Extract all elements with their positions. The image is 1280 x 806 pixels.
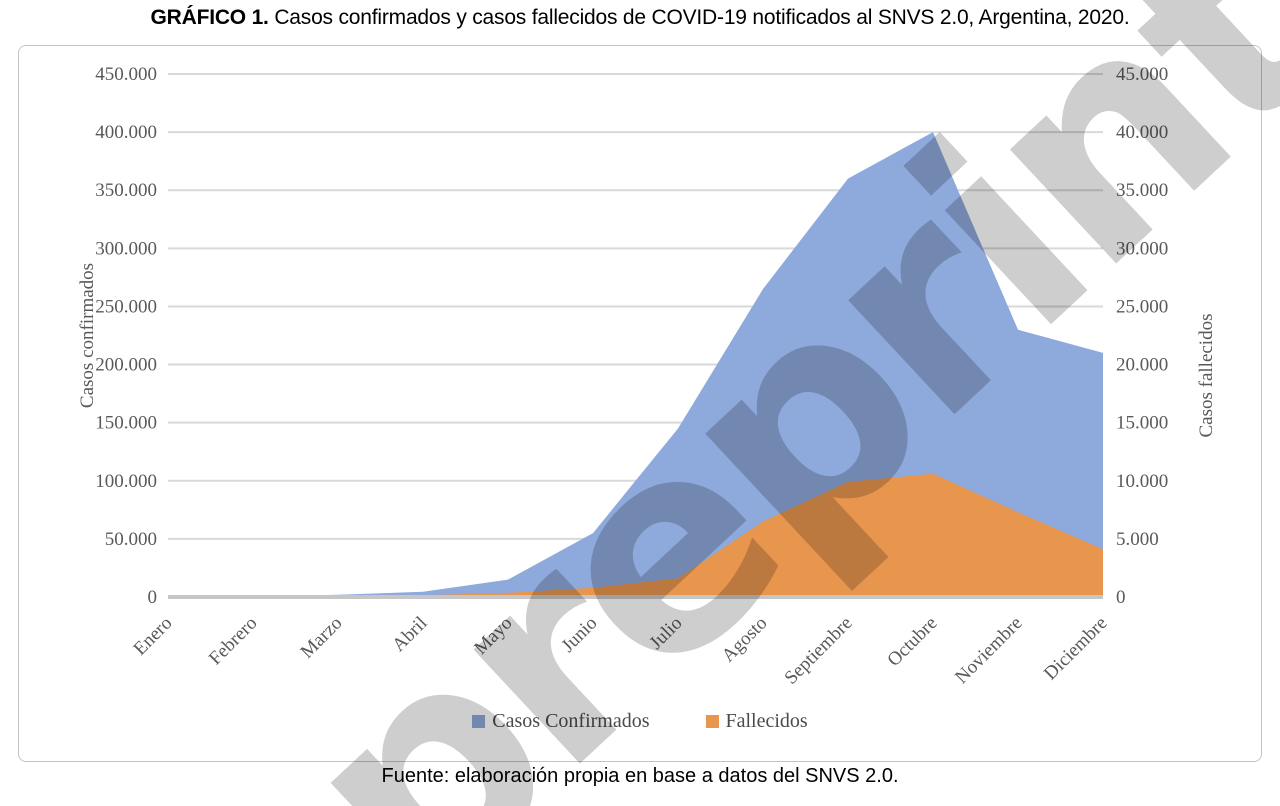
area-chart: 450.000 45.000 400.000 40.000 350.000 35.000 3… [77,64,1217,689]
chart-container: 450.000 45.000 400.000 40.000 350.000 35.000 3… [18,45,1262,762]
x-axis-month-label: Septiembre [780,613,856,689]
x-axis-month-label: Mayo [470,613,516,659]
left-axis-tick-label: 150.000 [95,413,157,434]
legend-label: Fallecidos [725,710,808,732]
x-axis-month-label: Abril [388,613,431,656]
x-axis-month-label: Enero [130,613,177,660]
left-axis-tick-label: 250.000 [95,296,157,317]
x-axis-month-label: Noviembre [951,613,1026,688]
right-axis-title: Casos fallecidos [1196,313,1217,437]
left-axis-tick-label: 50.000 [105,529,157,550]
chart-title: GRÁFICO 1. Casos confirmados y casos fal… [0,6,1280,30]
right-axis-tick-label: 35.000 [1116,180,1168,201]
left-axis-tick-label: 200.000 [95,355,157,376]
left-axis-tick-label: 450.000 [95,64,157,85]
right-axis-tick-label: 20.000 [1116,355,1168,376]
right-axis-tick-label: 10.000 [1116,471,1168,492]
x-axis-month-label: Marzo [297,613,347,663]
x-axis-month-label: Junio [558,613,602,657]
left-axis-tick-label: 100.000 [95,471,157,492]
series-area-fallecidos [168,473,1103,597]
left-axis-tick-label: 350.000 [95,180,157,201]
right-axis-tick-label: 40.000 [1116,122,1168,143]
legend-swatch [705,715,719,728]
x-axis-month-label: Febrero [205,613,262,670]
chart-title-label: GRÁFICO 1. [150,6,269,29]
legend-label: Casos Confirmados [492,710,650,732]
right-axis-tick-label: 30.000 [1116,238,1168,259]
legend-item-fallecidos: Fallecidos [705,710,808,733]
legend-item-casos-confirmados: Casos Confirmados [472,710,650,733]
x-axis-month-label: Diciembre [1040,613,1112,685]
left-axis-title: Casos confirmados [77,263,98,408]
left-axis-tick-label: 400.000 [95,122,157,143]
x-axis-month-label: Julio [646,613,687,654]
right-axis-tick-label: 45.000 [1116,64,1168,85]
source-note: Fuente: elaboración propia en base a dat… [381,765,899,787]
chart-legend: Casos Confirmados Fallecidos [19,710,1261,733]
x-axis-month-label: Octubre [883,613,941,671]
left-axis-tick-label: 0 [148,587,158,608]
right-axis-tick-label: 0 [1116,587,1126,608]
left-axis-tick-label: 300.000 [95,238,157,259]
right-axis-tick-label: 5.000 [1116,529,1159,550]
right-axis-tick-label: 15.000 [1116,413,1168,434]
right-axis-tick-label: 25.000 [1116,296,1168,317]
chart-title-text: Casos confirmados y casos fallecidos de … [268,6,1130,29]
legend-swatch [472,715,486,728]
x-axis-month-label: Agosto [718,613,772,667]
